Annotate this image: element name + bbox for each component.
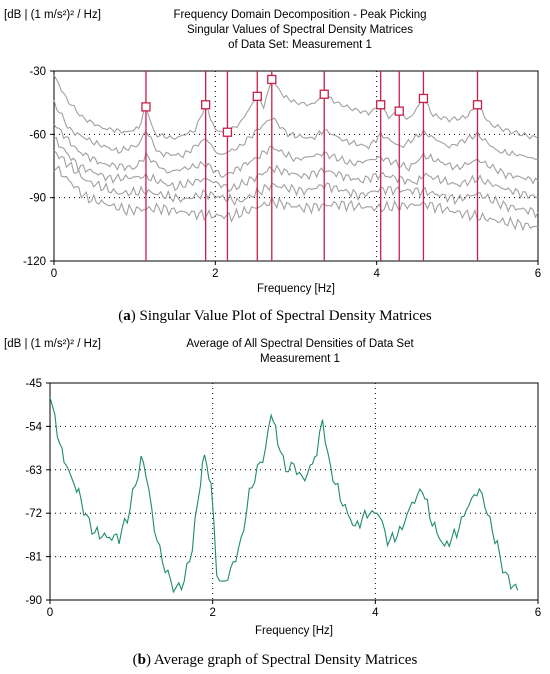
x-tick-label: 2 [212,268,218,280]
peak-marker [201,100,211,110]
chart-b-title-line-2: Measurement 1 [260,353,340,365]
chart-b-plot-frame [49,382,539,601]
chart-b-caption-open: ( [133,652,138,668]
chart-a-peak-markers [141,71,483,261]
peak-marker [472,100,483,110]
y-tick-label: -63 [25,465,42,477]
x-tick-label: 0 [51,268,57,280]
chart-a-title-line-1: Frequency Domain Decomposition - Peak Pi… [173,9,426,21]
singular-value-chart: [dB | (1 m/s²)² / Hz] Frequency Domain D… [4,9,541,324]
chart-a-series-group [53,74,539,232]
series-line [53,74,539,140]
y-tick-label: -60 [29,129,46,141]
chart-a-grid [54,71,538,261]
y-tick-label: -90 [25,595,42,607]
peak-marker [141,102,151,112]
chart-a-caption-text: ) Singular Value Plot of Spectral Densit… [131,308,432,324]
y-tick-label: -90 [29,193,46,205]
y-tick-label: -72 [25,508,42,520]
x-tick-label: 2 [209,607,215,619]
chart-a-xlabel: Frequency [Hz] [257,283,335,295]
series-line [53,136,539,200]
peak-marker [319,89,329,99]
y-tick-label: -54 [25,421,42,433]
chart-a-caption: (a) Singular Value Plot of Spectral Dens… [118,308,432,324]
chart-a-title-line-2: Singular Values of Spectral Density Matr… [187,24,413,36]
peak-marker [222,127,233,137]
chart-a-plot-frame [53,70,539,262]
chart-b-title-line-1: Average of All Spectral Densities of Dat… [186,338,414,350]
x-tick-label: 0 [47,607,53,619]
series-line [53,99,539,161]
peak-marker [252,91,262,101]
chart-b-series-group [49,397,519,594]
x-tick-label: 6 [535,268,541,280]
y-tick-label: -81 [25,552,42,564]
chart-b-caption-letter: b [138,652,146,668]
peak-marker [267,74,277,85]
chart-b-xlabel: Frequency [Hz] [255,625,333,637]
chart-a-caption-letter: a [123,308,131,324]
chart-b-ylabel: [dB | (1 m/s²)² / Hz] [4,338,101,350]
chart-b-grid [50,383,538,600]
x-tick-label: 4 [372,607,379,619]
x-tick-label: 4 [373,268,380,280]
peak-marker [418,93,429,104]
chart-b-caption: (b) Average graph of Spectral Density Ma… [133,652,418,668]
y-tick-label: -45 [25,378,42,390]
chart-b-ticks: 0 2 4 6 -45 -54 -63 -72 -81 -90 [25,378,541,619]
chart-a-caption-open: ( [118,308,123,324]
series-line [49,397,519,594]
chart-a-ticks: 0 2 4 6 -30 -60 -90 -120 [23,66,541,280]
series-line [53,150,539,219]
average-spectral-density-chart: [dB | (1 m/s²)² / Hz] Average of All Spe… [4,338,541,668]
series-line [53,123,539,185]
y-tick-label: -120 [23,256,46,268]
chart-b-caption-text: ) Average graph of Spectral Density Matr… [146,652,417,668]
peak-marker [376,100,386,110]
chart-a-ylabel: [dB | (1 m/s²)² / Hz] [4,9,101,21]
y-tick-label: -30 [29,66,46,78]
peak-marker [394,106,404,116]
series-line [53,165,539,232]
x-tick-label: 6 [535,607,541,619]
chart-a-title-line-3: of Data Set: Measurement 1 [228,39,372,51]
